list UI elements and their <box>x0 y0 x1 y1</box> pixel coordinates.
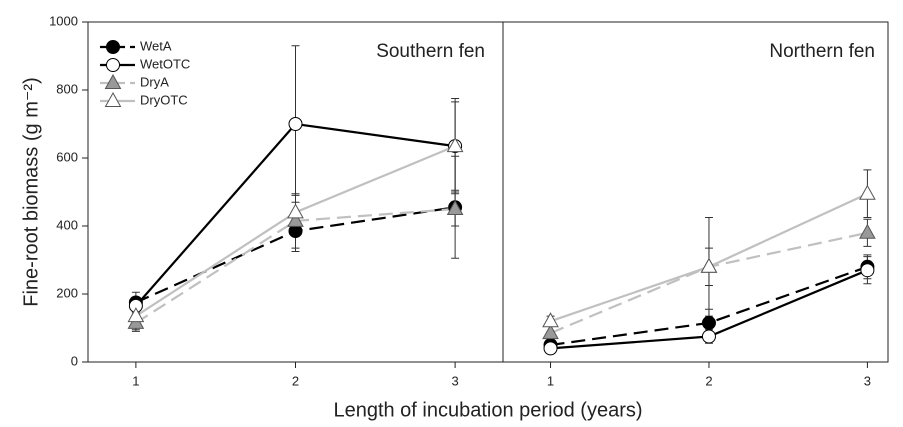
legend-marker <box>106 58 120 72</box>
legend-label: DryOTC <box>140 92 188 107</box>
y-tick-label: 1000 <box>49 13 78 28</box>
data-point <box>288 117 303 131</box>
data-point <box>859 223 876 239</box>
panel-title: Southern fen <box>376 41 485 62</box>
x-tick-label: 2 <box>705 373 712 388</box>
data-point <box>287 211 304 227</box>
y-axis-label: Fine-root biomass (g m⁻²) <box>20 77 42 307</box>
x-tick-label: 3 <box>451 373 458 388</box>
x-tick-label: 3 <box>864 373 871 388</box>
panel-title: Northern fen <box>769 41 875 62</box>
legend-marker <box>106 40 120 54</box>
data-point <box>446 137 464 153</box>
data-point <box>542 312 559 328</box>
legend-label: WetA <box>140 38 172 53</box>
data-point <box>701 329 716 344</box>
data-point <box>859 184 876 200</box>
legend-marker <box>104 73 122 89</box>
data-point <box>542 324 559 340</box>
x-tick-label: 2 <box>292 373 299 388</box>
panel-frame <box>502 21 889 363</box>
data-point <box>701 315 716 330</box>
y-tick-label: 800 <box>56 81 78 96</box>
data-point <box>446 199 464 215</box>
y-tick-label: 400 <box>56 217 78 232</box>
legend-label: WetOTC <box>140 56 190 71</box>
y-tick-label: 0 <box>71 353 78 368</box>
y-tick-label: 200 <box>56 285 78 300</box>
legend-label: DryA <box>140 74 169 89</box>
y-tick-label: 600 <box>56 149 78 164</box>
data-point <box>700 257 718 273</box>
data-point <box>860 263 875 278</box>
x-tick-label: 1 <box>547 373 554 388</box>
x-tick-label: 1 <box>132 373 139 388</box>
data-point <box>287 203 304 219</box>
legend-marker <box>104 91 122 107</box>
x-axis-label: Length of incubation period (years) <box>333 399 642 421</box>
data-point <box>127 307 145 323</box>
data-point <box>543 341 558 356</box>
